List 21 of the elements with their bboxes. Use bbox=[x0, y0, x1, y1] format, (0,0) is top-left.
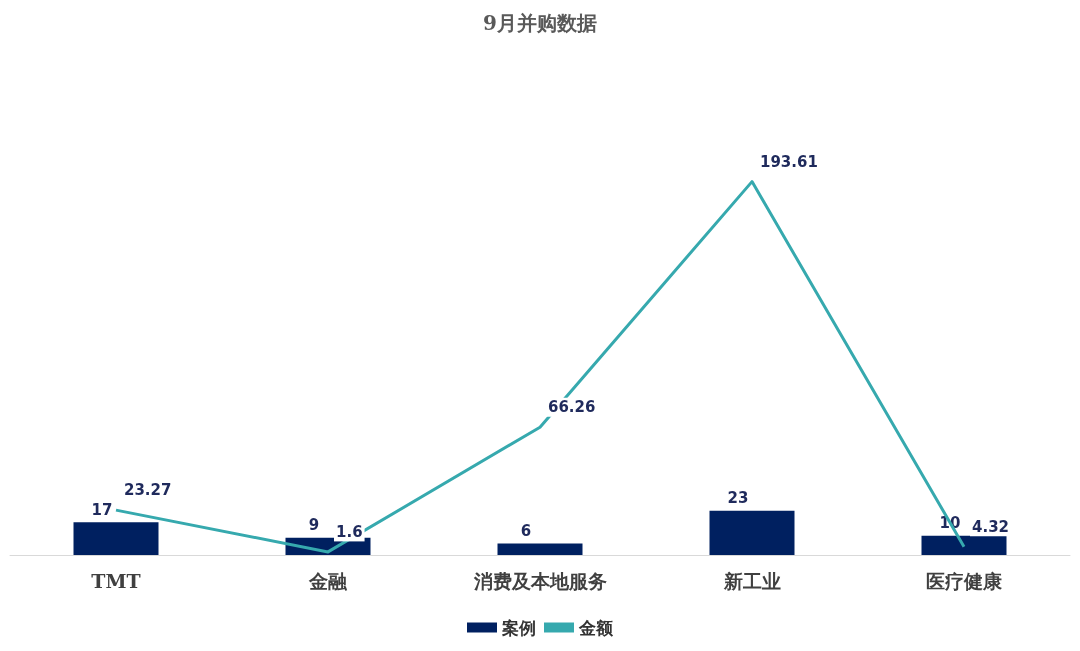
x-tick-label: 新工业 bbox=[722, 569, 781, 592]
data-label: 6 bbox=[520, 521, 532, 540]
data-label: 1.6 bbox=[336, 522, 363, 541]
data-label: 193.61 bbox=[760, 152, 818, 171]
legend-label: 案例 bbox=[501, 617, 536, 638]
data-label: 4.32 bbox=[972, 517, 1010, 536]
x-tick-label: TMT bbox=[91, 569, 141, 592]
bar bbox=[709, 510, 795, 555]
bar bbox=[73, 522, 159, 555]
legend-label: 金额 bbox=[578, 617, 614, 638]
data-label: 9 bbox=[308, 516, 320, 535]
data-label: 23 bbox=[727, 489, 749, 508]
x-tick-label: 金融 bbox=[308, 569, 348, 592]
bar bbox=[497, 543, 583, 555]
x-tick-label: 医疗健康 bbox=[926, 569, 1003, 592]
chart-title: 9月并购数据 bbox=[483, 11, 597, 35]
data-label: 23.27 bbox=[124, 481, 172, 500]
data-label: 17 bbox=[91, 500, 113, 519]
bar bbox=[921, 535, 1007, 555]
x-tick-label: 消费及本地服务 bbox=[472, 569, 607, 592]
data-label: 66.26 bbox=[548, 398, 596, 417]
